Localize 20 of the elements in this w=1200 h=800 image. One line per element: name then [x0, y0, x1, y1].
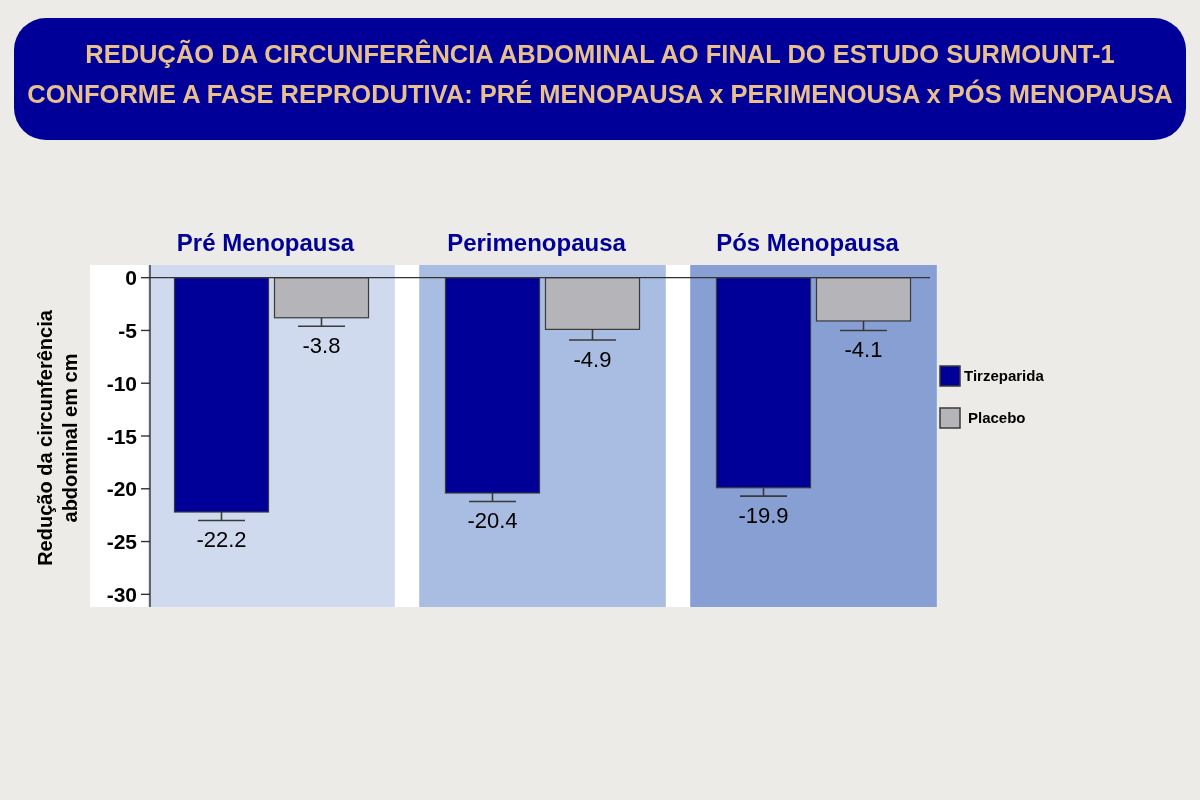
data-label: -19.9 — [738, 503, 789, 529]
data-label: -20.4 — [467, 508, 518, 534]
y-tick-label: 0 — [125, 266, 137, 290]
chart-title: REDUÇÃO DA CIRCUNFERÊNCIA ABDOMINAL AO FINAL DO ESTUDO SURMOUNT-1 CONFORME A FASE REPRODUTIVA: PRÉ MENOPAUSA x PERIMENOUSA x PÓS MENOPAUSA — [27, 39, 1173, 108]
y-tick-label: -20 — [106, 477, 137, 501]
legend-label: Placebo — [968, 409, 1026, 427]
legend-label: Tirzeparida — [964, 367, 1045, 385]
data-label: -4.9 — [573, 346, 612, 372]
x-tick-label: Pós Menopausa — [716, 229, 900, 256]
y-tick-label: -10 — [106, 371, 137, 395]
data-label: -4.1 — [844, 337, 883, 363]
y-axis-title: Redução da circunferência abdominal em cm — [33, 309, 81, 566]
y-tick-label: -15 — [106, 424, 138, 448]
x-tick-label: Pré Menopausa — [176, 229, 355, 256]
y-tick-label: -30 — [106, 582, 137, 606]
data-label: -3.8 — [302, 333, 341, 359]
data-label: -22.2 — [196, 527, 247, 553]
y-tick-label: -5 — [118, 319, 138, 342]
x-tick-label: Perimenopausa — [447, 229, 627, 256]
y-tick-label: -25 — [106, 530, 138, 554]
